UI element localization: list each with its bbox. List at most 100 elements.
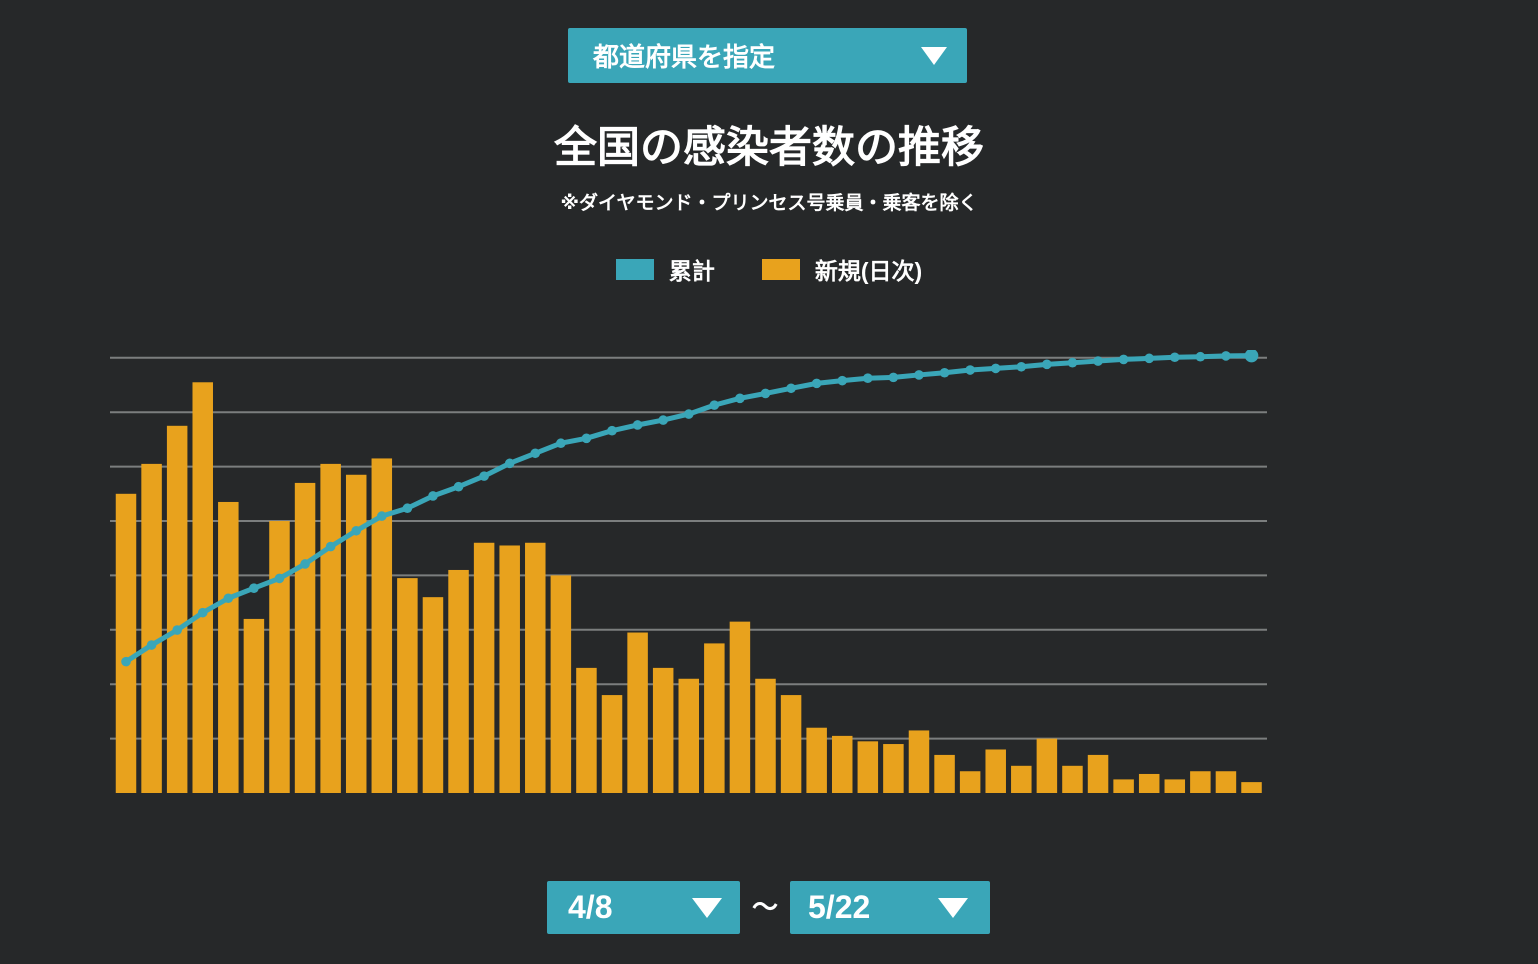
cumulative-point[interactable]	[1118, 354, 1129, 365]
daily-bar[interactable]	[499, 545, 520, 793]
daily-bar[interactable]	[908, 730, 930, 793]
daily-bar[interactable]	[831, 735, 853, 793]
daily-bar[interactable]	[448, 569, 469, 793]
daily-bar[interactable]	[652, 667, 674, 793]
daily-bar[interactable]	[1138, 773, 1160, 793]
daily-bar[interactable]	[806, 727, 827, 793]
cumulative-point[interactable]	[172, 625, 182, 635]
daily-bar[interactable]	[243, 618, 265, 793]
daily-bar[interactable]	[857, 741, 879, 793]
daily-bar[interactable]	[934, 754, 955, 793]
daily-bar[interactable]	[985, 749, 1006, 793]
chevron-down-icon	[921, 46, 947, 65]
prefecture-select[interactable]: 都道府県を指定	[568, 28, 967, 83]
cumulative-point[interactable]	[1016, 361, 1027, 372]
daily-bar[interactable]	[320, 463, 341, 793]
cumulative-point[interactable]	[453, 481, 464, 492]
daily-bar[interactable]	[576, 667, 597, 793]
cumulative-point[interactable]	[377, 511, 387, 521]
daily-bar[interactable]	[550, 575, 572, 793]
daily-bar[interactable]	[1087, 754, 1109, 793]
cumulative-point[interactable]	[300, 559, 310, 569]
cumulative-point[interactable]	[632, 420, 643, 430]
daily-bar[interactable]	[755, 678, 776, 793]
cumulative-point[interactable]	[990, 363, 1001, 374]
daily-bar[interactable]	[218, 501, 239, 793]
cumulative-point[interactable]	[965, 365, 975, 375]
daily-bar[interactable]	[959, 771, 981, 793]
daily-bar[interactable]	[883, 744, 904, 793]
cumulative-point[interactable]	[811, 378, 822, 389]
cumulative-point[interactable]	[581, 433, 592, 444]
daily-bar[interactable]	[192, 382, 213, 793]
daily-bar[interactable]	[1062, 765, 1083, 793]
cumulative-point[interactable]	[709, 400, 720, 410]
cumulative-point[interactable]	[274, 573, 285, 584]
cumulative-point[interactable]	[1144, 353, 1154, 364]
cumulative-point[interactable]	[121, 656, 131, 667]
cumulative-point[interactable]	[504, 458, 515, 469]
cumulative-point[interactable]	[1042, 359, 1052, 370]
daily-bar[interactable]	[525, 542, 546, 793]
daily-bar[interactable]	[473, 542, 495, 793]
cumulative-point[interactable]	[863, 373, 873, 383]
daily-bar[interactable]	[601, 695, 623, 793]
daily-bar[interactable]	[678, 678, 700, 793]
cumulative-point[interactable]	[658, 415, 668, 425]
cumulative-point[interactable]	[146, 640, 157, 650]
cumulative-point[interactable]	[837, 375, 848, 386]
cumulative-point[interactable]	[939, 367, 950, 378]
legend-item-cumulative: 累計	[615, 252, 715, 286]
cumulative-point[interactable]	[479, 471, 489, 481]
daily-bar[interactable]	[294, 482, 316, 793]
daily-bar[interactable]	[371, 458, 393, 793]
cumulative-point[interactable]	[530, 448, 541, 459]
daily-bar[interactable]	[1190, 771, 1211, 793]
cumulative-point[interactable]	[556, 438, 566, 449]
cumulative-point[interactable]	[1067, 357, 1078, 368]
cumulative-point[interactable]	[351, 525, 362, 536]
daily-bar[interactable]	[269, 521, 290, 793]
cumulative-point[interactable]	[786, 383, 796, 394]
cumulative-point[interactable]	[1221, 351, 1231, 361]
daily-bar[interactable]	[1011, 765, 1032, 793]
daily-bar[interactable]	[422, 597, 444, 793]
legend-label-cumulative: 累計	[668, 258, 715, 284]
cumulative-point[interactable]	[223, 593, 234, 604]
cumulative-point[interactable]	[1195, 351, 1206, 362]
legend-swatch-daily-icon	[761, 258, 800, 280]
cumulative-point[interactable]	[249, 583, 259, 593]
cumulative-point[interactable]	[1169, 352, 1180, 363]
chart-legend: 累計 新規(日次)	[0, 252, 1538, 286]
cumulative-point[interactable]	[1093, 356, 1103, 366]
end-date-select[interactable]: 5/22	[790, 881, 990, 934]
cumulative-point[interactable]	[735, 393, 745, 404]
start-date-select[interactable]: 4/8	[547, 881, 740, 934]
cumulative-point[interactable]	[428, 491, 438, 501]
daily-bar[interactable]	[115, 493, 137, 793]
daily-bar[interactable]	[1036, 738, 1058, 793]
daily-bar[interactable]	[141, 463, 162, 793]
daily-bar[interactable]	[345, 474, 367, 793]
daily-bar[interactable]	[397, 578, 418, 793]
cumulative-point[interactable]	[760, 388, 771, 399]
daily-bar[interactable]	[1215, 771, 1237, 793]
cumulative-point[interactable]	[914, 370, 924, 380]
cumulative-point[interactable]	[1244, 350, 1259, 363]
cumulative-point[interactable]	[888, 372, 899, 383]
daily-bar[interactable]	[704, 643, 725, 793]
cumulative-point[interactable]	[402, 503, 413, 514]
cumulative-point[interactable]	[197, 607, 208, 618]
daily-bar[interactable]	[166, 425, 188, 793]
daily-bar[interactable]	[780, 695, 802, 793]
cumulative-point[interactable]	[683, 409, 694, 419]
daily-bar[interactable]	[1113, 779, 1134, 793]
daily-bar[interactable]	[729, 621, 751, 793]
daily-bar[interactable]	[1164, 779, 1186, 793]
combo-chart[interactable]	[105, 350, 1275, 810]
daily-bar[interactable]	[627, 632, 648, 793]
daily-bar[interactable]	[1241, 782, 1262, 793]
cumulative-point[interactable]	[607, 425, 617, 436]
cumulative-point[interactable]	[325, 541, 336, 552]
